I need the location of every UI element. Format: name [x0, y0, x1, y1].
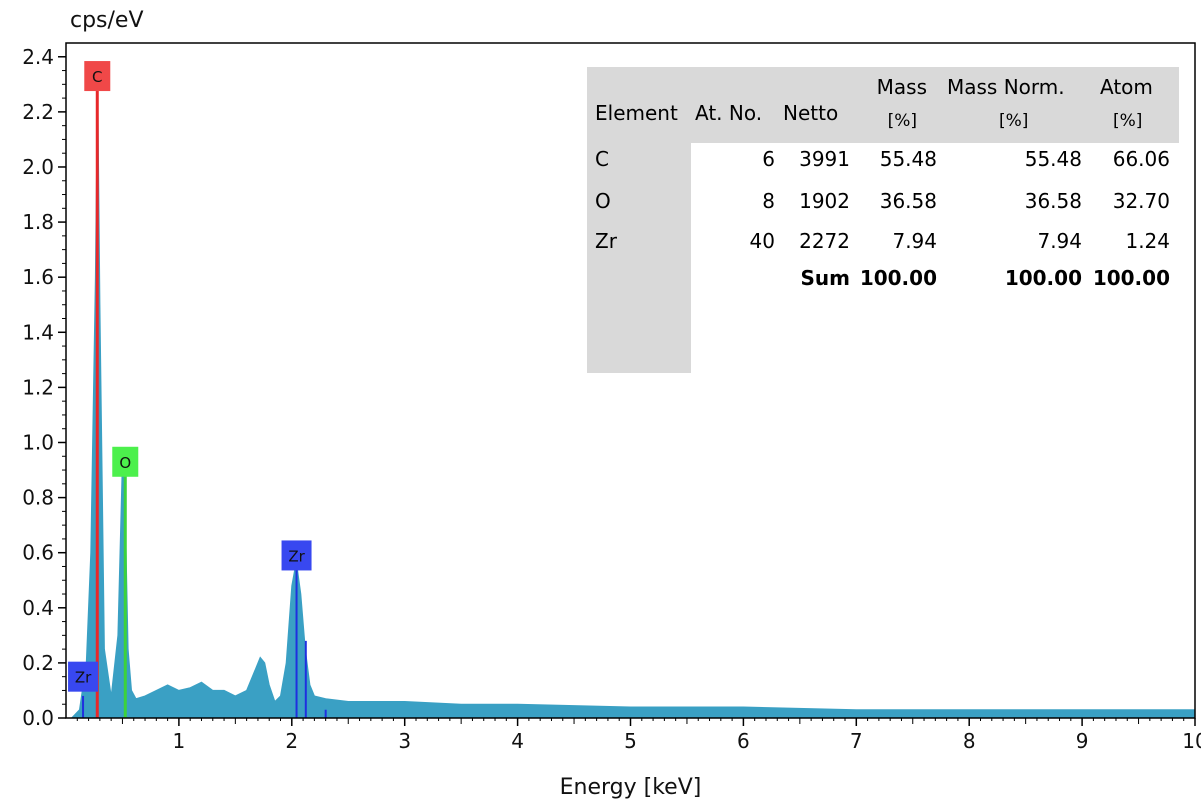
spectrum-series [70, 70, 1195, 718]
y-tick-label-1: 0.2 [22, 651, 54, 675]
header-element: Element [595, 101, 678, 125]
row-o-netto: 1902 [799, 189, 850, 213]
table-header-bg [587, 67, 1179, 143]
header-mass: Mass [876, 75, 927, 99]
x-tick-label-5: 6 [737, 729, 750, 753]
x-tick-label-7: 8 [963, 729, 976, 753]
sum-mass-norm: 100.00 [1004, 266, 1082, 290]
row-c-at-no: 6 [762, 147, 775, 171]
y-tick-label-9: 1.8 [22, 210, 54, 234]
row-zr-mass: 7.94 [892, 229, 937, 253]
y-tick-label-10: 2.0 [22, 155, 54, 179]
header-atom: Atom [1100, 75, 1153, 99]
row-c-netto: 3991 [799, 147, 850, 171]
x-tick-label-2: 3 [398, 729, 411, 753]
row-o-mass-norm: 36.58 [1024, 189, 1082, 213]
row-o-element: O [595, 189, 611, 213]
y-tick-label-5: 1.0 [22, 430, 54, 454]
row-zr-mass-norm: 7.94 [1037, 229, 1082, 253]
y-tick-label-0: 0.0 [22, 706, 54, 730]
header-netto: Netto [783, 101, 839, 125]
x-tick-label-6: 7 [850, 729, 863, 753]
x-axis-label-wrap: Energy [keV] [0, 775, 1201, 800]
y-tick-label-7: 1.4 [22, 320, 54, 344]
y-tick-label-8: 1.6 [22, 265, 54, 289]
header-atom-unit: [%] [1113, 111, 1143, 131]
y-axis-label: cps/eV [70, 8, 144, 33]
y-tick-label-6: 1.2 [22, 375, 54, 399]
row-c-element: C [595, 147, 609, 171]
row-zr-at-no: 40 [749, 229, 775, 253]
row-o-at-no: 8 [762, 189, 775, 213]
table-element-column-bg [587, 143, 691, 373]
peak-label-box-1 [112, 446, 139, 477]
peak-label-2: Zr [288, 547, 305, 565]
row-zr-element: Zr [595, 229, 617, 253]
header-mass-norm-unit: [%] [999, 111, 1029, 131]
x-tick-label-0: 1 [173, 729, 186, 753]
row-c-mass-norm: 55.48 [1024, 147, 1082, 171]
peak-label-box-3 [68, 661, 99, 692]
header-mass-unit: [%] [887, 111, 917, 131]
y-tick-label-2: 0.4 [22, 596, 54, 620]
row-o-atom: 32.70 [1112, 189, 1170, 213]
y-tick-label-3: 0.6 [22, 541, 54, 565]
sum-label: Sum [800, 266, 850, 290]
row-o-mass: 36.58 [879, 189, 937, 213]
x-axis-label: Energy [keV] [559, 775, 702, 800]
x-tick-label-9: 10 [1182, 729, 1201, 753]
header-mass-norm: Mass Norm. [947, 75, 1065, 99]
row-zr-netto: 2272 [799, 229, 850, 253]
sum-mass: 100.00 [859, 266, 937, 290]
x-tick-label-8: 9 [1076, 729, 1089, 753]
peak-label-3: Zr [75, 669, 92, 687]
row-c-atom: 66.06 [1112, 147, 1170, 171]
peak-label-1: O [119, 454, 131, 472]
row-zr-atom: 1.24 [1125, 229, 1170, 253]
row-c-mass: 55.48 [879, 147, 937, 171]
x-tick-label-3: 4 [511, 729, 524, 753]
x-tick-label-4: 5 [624, 729, 637, 753]
y-tick-label-4: 0.8 [22, 486, 54, 510]
peak-label-0: C [92, 68, 102, 86]
y-tick-label-12: 2.4 [22, 45, 54, 69]
header-at-no: At. No. [695, 101, 763, 125]
y-tick-label-11: 2.2 [22, 100, 54, 124]
sum-atom: 100.00 [1092, 266, 1170, 290]
peak-label-box-2 [281, 540, 312, 571]
peak-label-box-0 [84, 61, 111, 92]
x-tick-label-1: 2 [285, 729, 298, 753]
